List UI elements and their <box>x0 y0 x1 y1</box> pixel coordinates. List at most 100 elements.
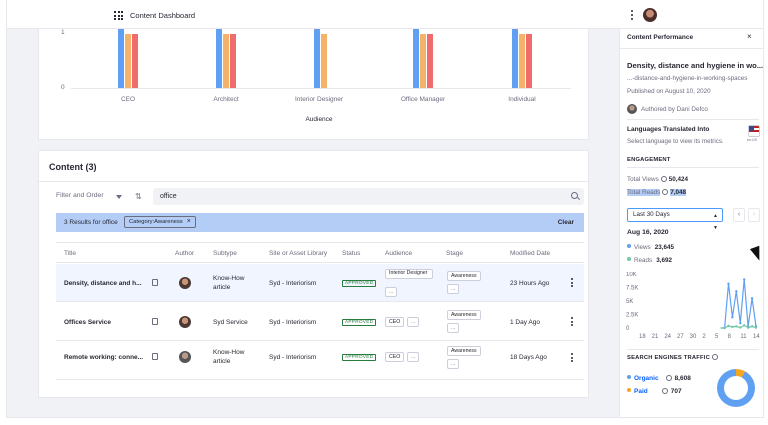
info-icon[interactable] <box>660 176 667 182</box>
y-tick-label: 1 <box>61 29 65 36</box>
row-title[interactable]: Offices Service <box>64 319 111 326</box>
paid-label[interactable]: Paid <box>634 388 648 395</box>
table-row[interactable]: Density, distance and h... Know-How arti… <box>56 264 584 302</box>
info-icon[interactable] <box>711 354 718 360</box>
total-reads-label: Total Reads <box>627 189 661 196</box>
audience-more-button[interactable]: ... <box>407 352 420 362</box>
stage-more-button[interactable]: ... <box>447 284 460 294</box>
audience-more-button[interactable]: ... <box>407 317 420 327</box>
author-text: Authored by Dani Defco <box>641 106 708 113</box>
info-icon[interactable] <box>661 388 668 394</box>
column-header-status[interactable]: Status <box>342 250 361 257</box>
info-icon[interactable] <box>662 189 669 195</box>
column-header-title[interactable]: Title <box>64 250 77 257</box>
bar <box>420 34 426 88</box>
search-input[interactable]: office <box>153 188 584 205</box>
x-tick-label: 21 <box>652 334 659 340</box>
x-tick-label: Interior Designer <box>294 96 344 103</box>
table-row[interactable]: Remote working: conne... Know-How articl… <box>56 342 584 380</box>
close-icon[interactable]: × <box>747 32 752 41</box>
x-tick-label: Architect <box>213 96 239 103</box>
document-url: ...-distance-and-hygiene-in-working-spac… <box>627 75 748 82</box>
more-options-icon[interactable] <box>630 10 633 20</box>
column-header-audience[interactable]: Audience <box>385 250 413 257</box>
row-site: Syd - Interiorism <box>269 319 317 326</box>
views-line-point <box>735 290 738 293</box>
sort-icon[interactable]: ⇅ <box>135 192 142 201</box>
us-flag-icon[interactable] <box>748 125 760 137</box>
clear-button[interactable]: Clear <box>557 219 574 226</box>
reads-line-point <box>754 326 758 329</box>
status-badge: APPROVED <box>342 280 377 287</box>
stage-more-button[interactable]: ... <box>447 359 460 369</box>
views-line <box>720 279 757 329</box>
x-axis-line <box>71 88 571 89</box>
next-period-button[interactable]: › <box>748 208 760 222</box>
results-bar: 3 Results for office Category:Awareness … <box>56 213 584 232</box>
caret-down-icon[interactable] <box>116 195 122 199</box>
x-tick-label: 2 <box>702 334 706 340</box>
total-views-label: Total Views <box>627 176 659 183</box>
search-icon[interactable] <box>571 192 578 199</box>
stage-more-button[interactable]: ... <box>447 323 460 333</box>
bar <box>223 34 229 88</box>
views-line-point <box>731 316 734 319</box>
total-reads-metric: Total Reads 7,048 <box>627 189 687 196</box>
document-icon <box>152 318 158 325</box>
stage-tag: Awareness <box>447 346 481 356</box>
x-tick-label: 18 <box>639 334 646 340</box>
author-avatar <box>179 351 191 363</box>
column-header-stage[interactable]: Stage <box>446 250 463 257</box>
views-line-point <box>727 282 730 285</box>
apps-grid-icon[interactable] <box>114 11 123 20</box>
total-views-metric: Total Views 50,424 <box>627 176 688 183</box>
x-tick-label: 30 <box>690 334 697 340</box>
row-subtype: Know-How article <box>213 349 245 365</box>
row-actions-icon[interactable] <box>570 317 573 326</box>
views-label: Views <box>634 244 651 251</box>
published-date: Published on August 10, 2020 <box>627 88 711 95</box>
x-axis-title: Audience <box>305 116 333 123</box>
views-value: 23,645 <box>654 244 674 251</box>
organic-label[interactable]: Organic <box>634 375 659 382</box>
views-line-point <box>739 321 742 325</box>
column-header-subtype[interactable]: Subtype <box>213 250 237 257</box>
reads-line-point <box>727 324 730 328</box>
reads-label: Reads <box>634 257 653 264</box>
row-subtype: Know-How article <box>213 275 245 291</box>
organic-traffic-row: Organic 8,608 <box>627 375 691 382</box>
divider <box>627 119 759 120</box>
column-header-site[interactable]: Site or Asset Library <box>269 250 328 257</box>
top-bar: Content Dashboard <box>7 0 619 29</box>
info-icon[interactable] <box>665 375 672 381</box>
column-header-modified[interactable]: Modified Date <box>510 250 551 257</box>
date-range-select[interactable]: Last 30 Days ▲ ▼ <box>627 208 723 231</box>
row-title[interactable]: Remote working: conne... <box>64 354 144 361</box>
x-tick-label: 11 <box>740 334 747 340</box>
filter-and-order-button[interactable]: Filter and Order <box>56 192 104 199</box>
search-input-value[interactable]: office <box>160 193 177 200</box>
row-title[interactable]: Density, distance and h... <box>64 280 142 287</box>
close-icon[interactable]: × <box>186 218 191 225</box>
y-tick-label: 2.5K <box>626 313 638 319</box>
bar <box>519 34 525 88</box>
row-actions-icon[interactable] <box>570 353 573 362</box>
y-tick-label: 0 <box>61 84 65 91</box>
column-header-author[interactable]: Author <box>175 250 195 257</box>
reads-line-point <box>746 326 750 329</box>
previous-period-button[interactable]: ‹ <box>733 208 745 222</box>
engagement-line-chart: 10K 7.5K 5K 2.5K 0 18 21 24 27 30 2 5 8 11 14 <box>626 272 760 340</box>
divider <box>627 167 759 168</box>
reads-dot <box>627 257 631 261</box>
organic-value: 8,608 <box>674 375 691 382</box>
bar <box>216 29 222 89</box>
audience-more-button[interactable]: ... <box>385 287 398 297</box>
row-actions-icon[interactable] <box>570 278 573 287</box>
author-avatar <box>179 316 191 328</box>
user-avatar[interactable] <box>643 8 657 22</box>
table-row[interactable]: Offices Service Syd Service Syd - Interi… <box>56 303 584 341</box>
chevron-updown-icon[interactable]: ▲ ▼ <box>713 213 718 231</box>
reads-line-point <box>750 325 754 328</box>
date-range-value[interactable]: Last 30 Days <box>633 211 670 218</box>
row-modified: 1 Day Ago <box>510 319 540 326</box>
